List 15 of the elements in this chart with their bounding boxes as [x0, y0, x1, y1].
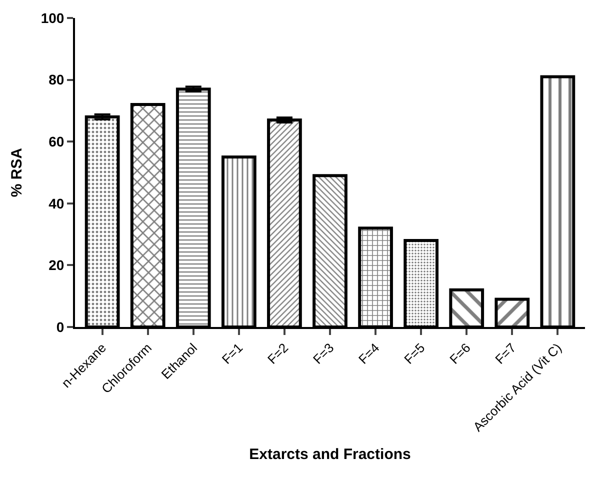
y-tick-label: 0: [56, 318, 64, 335]
x-tick-label: F=6: [446, 340, 474, 367]
x-tick-label: F=3: [310, 340, 337, 367]
x-tick-label: F=2: [264, 340, 292, 367]
x-tick-label: F=5: [401, 340, 428, 367]
x-tick-label: F=1: [218, 340, 246, 367]
y-tick-label: 100: [40, 10, 64, 26]
y-tick-label: 60: [48, 134, 64, 150]
y-axis-title: % RSA: [8, 148, 26, 198]
x-axis-title: Extarcts and Fractions: [249, 446, 411, 463]
y-tick-label: 40: [48, 195, 64, 212]
x-tick-label: F=4: [356, 340, 382, 367]
x-tick-label: F=7: [492, 340, 519, 367]
y-tick-label: 20: [48, 257, 64, 274]
y-tick-label: 80: [48, 72, 64, 88]
